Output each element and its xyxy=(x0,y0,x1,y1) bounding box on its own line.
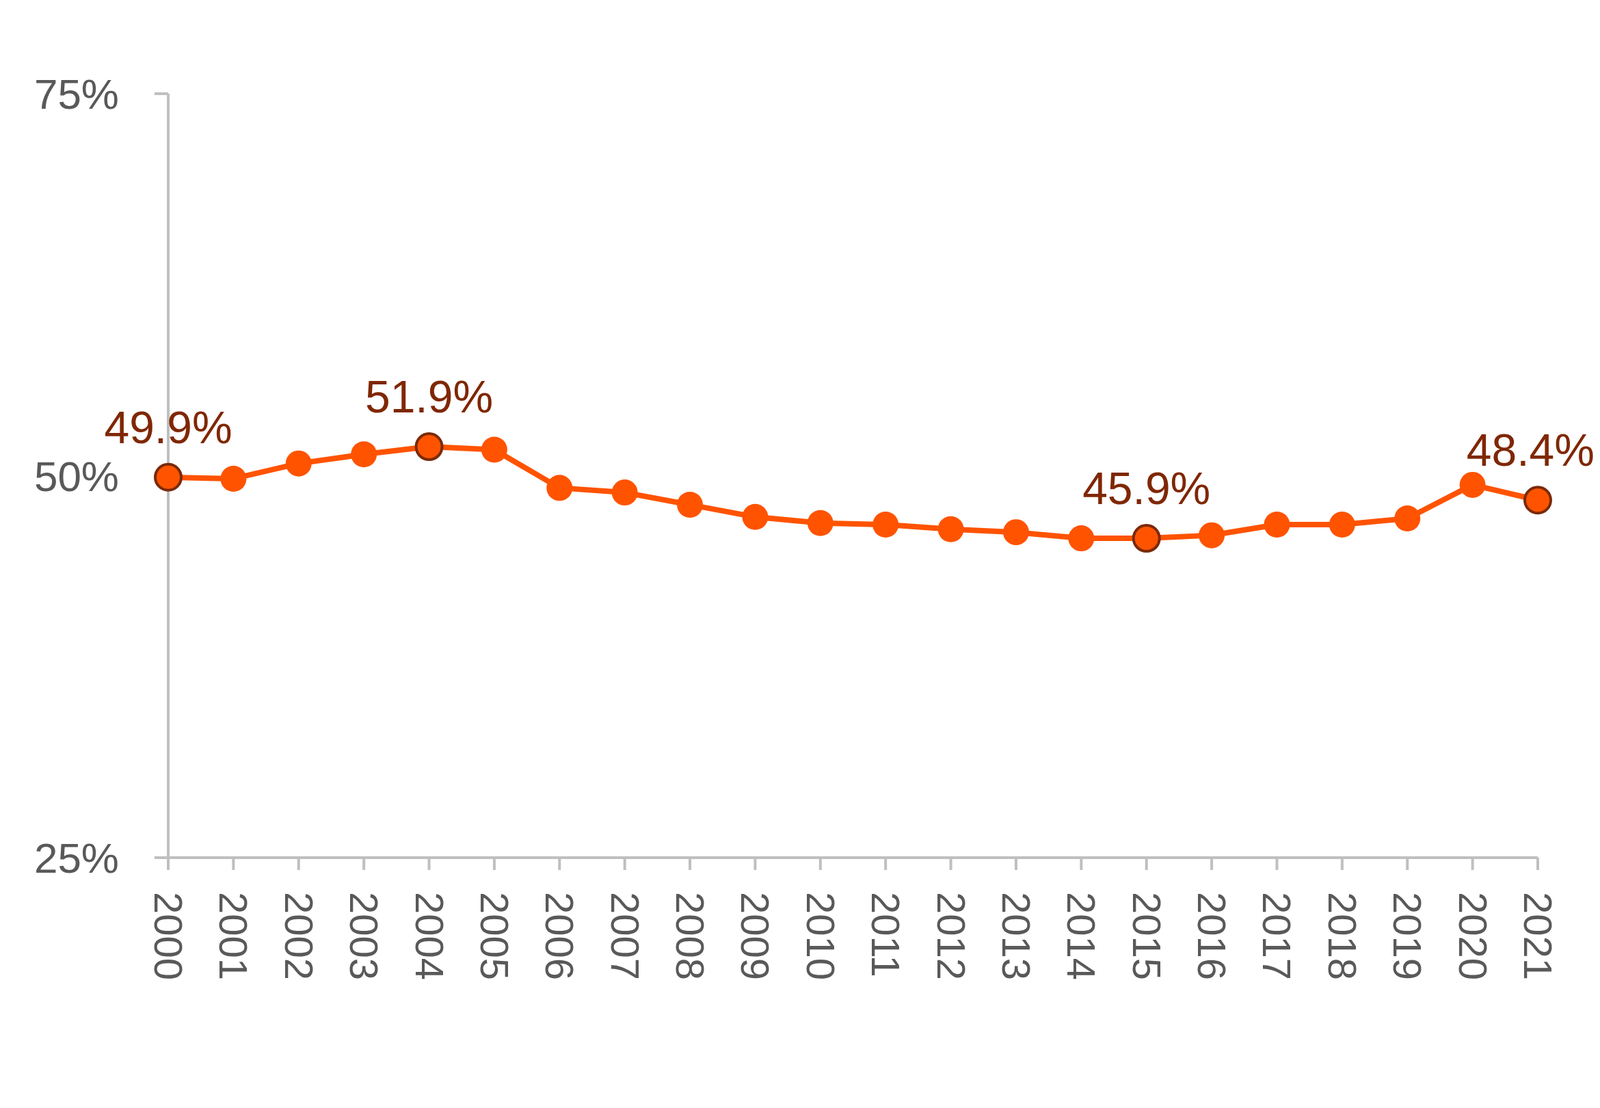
x-tick-label: 2009 xyxy=(732,891,778,980)
x-tick xyxy=(1471,857,1475,870)
marker xyxy=(1003,518,1030,545)
data-label: 49.9% xyxy=(103,402,232,453)
marker xyxy=(1459,471,1486,498)
x-tick xyxy=(166,857,170,870)
marker xyxy=(1198,522,1225,549)
x-tick-label: 2006 xyxy=(537,891,582,980)
x-tick-label: 2013 xyxy=(994,891,1039,980)
marker xyxy=(611,479,638,506)
x-tick-label: 2020 xyxy=(1450,891,1496,980)
x-tick xyxy=(1536,857,1540,870)
marker xyxy=(872,511,899,538)
x-tick xyxy=(1340,857,1344,870)
x-tick xyxy=(753,857,757,870)
x-tick xyxy=(1275,857,1278,870)
x-tick xyxy=(949,857,953,870)
x-tick-label: 2016 xyxy=(1189,891,1235,980)
marker xyxy=(1329,511,1356,538)
marker xyxy=(1394,505,1421,532)
marker xyxy=(1263,511,1290,538)
chart: 25% 50% 75% 2000 2001 2002 2003 2004 2005 2006 200… xyxy=(0,0,1600,1108)
data-label: 51.9% xyxy=(365,371,493,422)
x-tick xyxy=(623,857,627,870)
plot-area xyxy=(155,433,1551,552)
x-tick-label: 2004 xyxy=(407,891,452,980)
marker xyxy=(1524,486,1551,513)
x-tick xyxy=(884,857,887,870)
marker xyxy=(938,516,965,543)
x-tick-label: 2021 xyxy=(1515,891,1561,980)
data-label: 48.4% xyxy=(1466,424,1595,476)
marker xyxy=(546,474,573,501)
x-tick xyxy=(492,857,496,870)
marker xyxy=(741,503,768,530)
x-tick-label: 2010 xyxy=(798,891,844,980)
marker xyxy=(807,510,834,537)
x-tick xyxy=(297,857,301,870)
data-label: 45.9% xyxy=(1082,462,1211,514)
y-tick xyxy=(154,856,169,859)
marker xyxy=(285,450,312,477)
y-tick xyxy=(154,92,169,96)
y-tick-label: 75% xyxy=(34,70,119,118)
x-axis xyxy=(168,856,1538,859)
x-tick xyxy=(1405,857,1409,870)
marker xyxy=(220,465,247,492)
x-tick-label: 2000 xyxy=(146,891,191,980)
marker xyxy=(1068,525,1095,552)
x-tick xyxy=(1145,857,1149,870)
x-tick-label: 2002 xyxy=(276,891,322,980)
x-tick xyxy=(1210,857,1213,870)
x-tick xyxy=(819,857,822,870)
y-tick-label: 25% xyxy=(34,834,119,882)
x-tick-label: 2014 xyxy=(1059,891,1104,980)
marker xyxy=(481,436,508,463)
x-tick xyxy=(688,857,692,870)
x-tick xyxy=(362,857,366,870)
x-tick-label: 2019 xyxy=(1385,891,1430,980)
x-tick-label: 2003 xyxy=(341,891,387,980)
x-tick-label: 2011 xyxy=(863,891,909,978)
x-tick-label: 2015 xyxy=(1124,891,1170,980)
marker xyxy=(155,464,182,491)
x-tick xyxy=(428,857,431,870)
x-tick-label: 2005 xyxy=(472,891,517,980)
x-tick xyxy=(231,857,235,870)
x-tick-label: 2008 xyxy=(668,891,713,980)
x-tick-label: 2001 xyxy=(211,891,256,980)
x-tick-label: 2007 xyxy=(603,891,648,980)
marker xyxy=(350,441,377,468)
x-tick xyxy=(1014,857,1018,870)
x-tick xyxy=(1079,857,1083,870)
x-tick xyxy=(557,857,561,870)
x-tick-label: 2012 xyxy=(929,891,974,980)
x-tick-label: 2017 xyxy=(1254,891,1300,980)
x-tick-label: 2018 xyxy=(1320,891,1365,980)
marker xyxy=(416,433,443,460)
y-tick-label: 50% xyxy=(34,452,119,500)
marker xyxy=(1133,525,1160,552)
marker xyxy=(676,491,703,518)
